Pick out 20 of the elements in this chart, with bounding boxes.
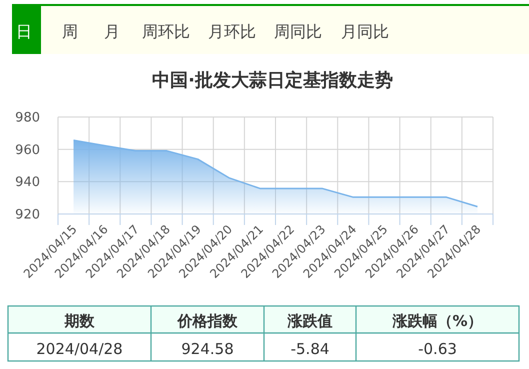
text: 日 (16, 22, 32, 41)
text: -0.63 (418, 340, 457, 358)
chart-title: 中国·批发大蒜日定基指数走势 (152, 70, 393, 91)
text: 月 (104, 22, 120, 41)
text: 月环比 (208, 22, 256, 41)
text: 2024/04/28 (36, 340, 123, 358)
y-tick-label: 980 (15, 110, 40, 126)
text: 924.58 (181, 340, 234, 358)
text: 周同比 (274, 22, 322, 41)
y-tick-label: 960 (15, 142, 40, 158)
text: 期数 (64, 312, 96, 330)
text: -5.84 (290, 340, 330, 358)
y-tick-label: 920 (15, 208, 40, 223)
y-tick-label: 940 (15, 175, 40, 190)
text: 周环比 (142, 22, 190, 41)
text: 月同比 (341, 22, 389, 41)
text: 价格指数 (176, 312, 238, 330)
text: 涨跌幅（%） (391, 312, 483, 330)
text: 涨跌值 (286, 312, 332, 330)
text: 周 (62, 22, 78, 41)
